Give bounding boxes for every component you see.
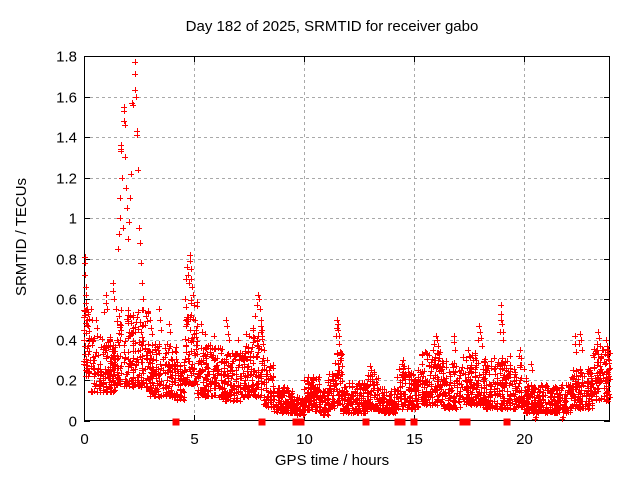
x-tick-label: 0 bbox=[80, 431, 88, 448]
data-points bbox=[81, 59, 613, 422]
x-tick-label: 15 bbox=[406, 431, 423, 448]
y-tick-label: 1.8 bbox=[56, 49, 77, 66]
y-tick-label: 0.8 bbox=[56, 252, 77, 269]
x-tick-label: 10 bbox=[296, 431, 313, 448]
plot-border bbox=[84, 56, 610, 421]
y-tick-label: 1.4 bbox=[56, 130, 77, 147]
x-tick-label: 5 bbox=[190, 431, 198, 448]
flag-squares bbox=[172, 418, 511, 426]
y-tick-label: 0.4 bbox=[56, 333, 77, 350]
y-tick-label: 1.6 bbox=[56, 90, 77, 107]
y-tick-label: 1 bbox=[69, 211, 77, 228]
y-tick-label: 0.2 bbox=[56, 373, 77, 390]
x-axis-label: GPS time / hours bbox=[274, 452, 390, 469]
x-tick-label: 20 bbox=[516, 431, 533, 448]
chart-title: Day 182 of 2025, SRMTID for receiver gab… bbox=[185, 18, 479, 35]
y-tick-label: 1.2 bbox=[56, 171, 77, 188]
y-tick-label: 0.6 bbox=[56, 292, 77, 309]
y-tick-label: 0 bbox=[69, 414, 77, 431]
